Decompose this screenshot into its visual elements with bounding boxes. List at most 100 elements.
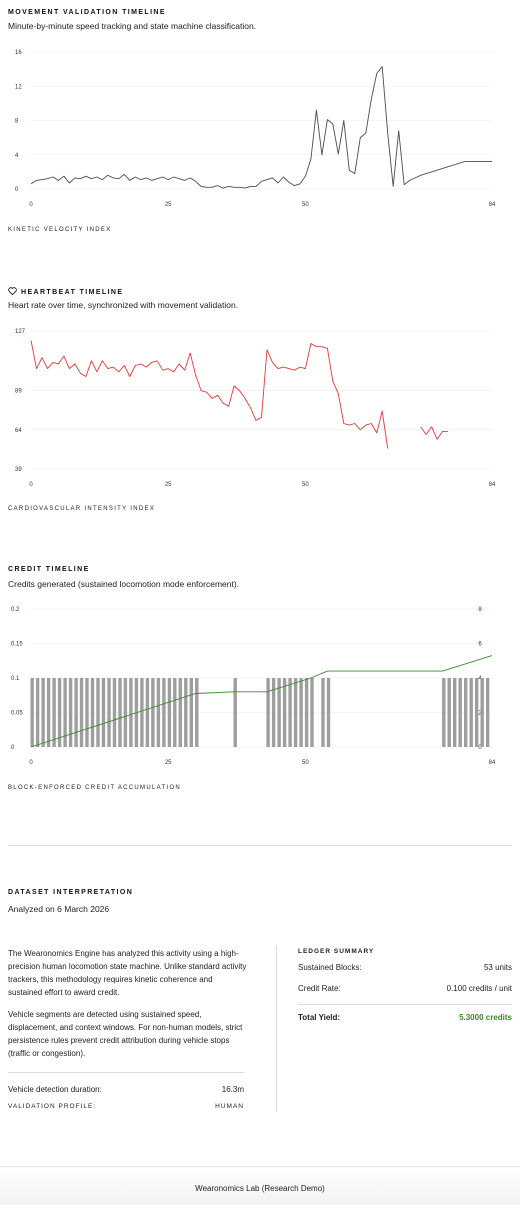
credit-bar — [118, 678, 122, 747]
cumulative-credit-line — [30, 655, 493, 748]
credit-bar — [293, 678, 298, 747]
credit-bar — [167, 678, 172, 747]
y-tick-label: 39 — [15, 467, 22, 473]
credit-bar — [173, 678, 177, 747]
x-tick-label: 50 — [302, 202, 309, 208]
ledger-divider — [298, 1004, 512, 1005]
credit-chart: 0 0.05 0.1 0.15 0.2 0 2 4 6 8 0 25 50 84 — [11, 607, 496, 766]
credit-bar — [458, 678, 462, 747]
credit-bar — [266, 678, 270, 747]
x-tick-label: 50 — [302, 760, 309, 766]
credit-bar — [195, 678, 199, 747]
series-line — [30, 66, 492, 189]
credit-bar — [112, 678, 117, 747]
credit-bar — [41, 678, 45, 747]
credit-bar — [442, 678, 446, 747]
credit-bar — [189, 678, 193, 747]
heartbeat-chart: 39 64 89 127 0 25 50 84 — [15, 329, 496, 488]
movement-title: MOVEMENT VALIDATION TIMELINE — [8, 9, 166, 16]
footer: Wearonomics Lab (Research Demo) — [0, 1166, 520, 1205]
credit-bar — [447, 678, 451, 747]
heartbeat-subtitle: Heart rate over time, synchronized with … — [8, 300, 239, 310]
y-tick-label: 12 — [15, 84, 22, 90]
validation-profile-value: HUMAN — [215, 1103, 244, 1110]
vehicle-detection-label: Vehicle detection duration: — [8, 1085, 102, 1094]
x-tick-label: 25 — [165, 760, 172, 766]
credit-bar — [101, 678, 106, 747]
credit-bar — [35, 678, 40, 747]
credit-bar — [288, 678, 292, 747]
interpretation-divider — [8, 1072, 244, 1073]
credit-bar — [271, 678, 276, 747]
credit-bar — [184, 678, 188, 747]
x-tick-label: 25 — [165, 202, 172, 208]
credit-bar — [129, 678, 133, 747]
x-tick-label: 84 — [489, 760, 496, 766]
credit-bar — [123, 678, 128, 747]
credit-bar — [68, 678, 73, 747]
credit-bar — [79, 678, 84, 747]
validation-profile-label: VALIDATION PROFILE: — [8, 1103, 97, 1110]
vehicle-detection-value: 16.3m — [221, 1085, 244, 1094]
credit-bar — [140, 678, 144, 747]
vertical-divider — [276, 945, 277, 1112]
y-tick-label: 64 — [15, 428, 22, 434]
x-tick-label: 84 — [489, 482, 496, 488]
x-tick-label: 50 — [302, 482, 309, 488]
movement-chart: 0 4 8 12 16 0 25 50 84 — [15, 50, 496, 208]
credit-bar — [30, 678, 34, 747]
credit-subtitle: Credits generated (sustained locomotion … — [8, 579, 240, 589]
movement-subtitle: Minute-by-minute speed tracking and stat… — [8, 21, 257, 31]
credit-bar — [107, 678, 111, 747]
credit-bar — [74, 678, 78, 747]
credit-bar — [156, 678, 161, 747]
interpretation-title: DATASET INTERPRETATION — [8, 889, 134, 896]
series-line — [30, 340, 389, 449]
y-right-tick-label: 2 — [478, 711, 482, 717]
credit-bar — [46, 678, 51, 747]
credit-bar — [453, 678, 457, 747]
analyzed-date: Analyzed on 6 March 2026 — [8, 904, 110, 914]
y-tick-label: 16 — [15, 50, 22, 56]
y-right-tick-label: 8 — [478, 607, 482, 613]
y-tick-label: 8 — [15, 119, 19, 125]
credit-bar — [464, 678, 468, 747]
sustained-blocks-value: 53 units — [483, 963, 512, 972]
credit-bar — [90, 678, 95, 747]
credit-bar — [57, 678, 62, 747]
y-right-tick-label: 6 — [478, 642, 482, 648]
x-tick-label: 0 — [29, 760, 33, 766]
x-tick-label: 0 — [29, 482, 33, 488]
y-tick-label: 0 — [15, 187, 19, 193]
interpretation-paragraph-2: Vehicle segments are detected using sust… — [8, 1010, 243, 1058]
credit-bar — [480, 678, 484, 747]
credit-bar — [486, 678, 490, 747]
ledger-title: LEDGER SUMMARY — [298, 948, 375, 955]
total-yield-label: Total Yield: — [298, 1013, 341, 1022]
credit-title: CREDIT TIMELINE — [8, 566, 90, 573]
credit-bar — [151, 678, 155, 747]
y-right-tick-label: 4 — [478, 676, 482, 682]
credit-index-label: BLOCK-ENFORCED CREDIT ACCUMULATION — [8, 785, 181, 791]
credit-bar — [233, 678, 237, 747]
y-left-tick-label: 0.05 — [11, 711, 23, 717]
y-tick-label: 4 — [15, 153, 19, 159]
total-yield-value: 5.3000 credits — [459, 1013, 512, 1022]
y-tick-label: 89 — [15, 389, 22, 395]
y-left-tick-label: 0.1 — [11, 676, 20, 682]
credit-bar — [321, 678, 325, 747]
heartbeat-title-row: HEARTBEAT TIMELINE — [8, 287, 123, 297]
x-tick-label: 0 — [29, 202, 33, 208]
y-tick-label: 127 — [15, 329, 26, 335]
credit-bar — [469, 678, 473, 747]
credit-bar — [299, 678, 303, 747]
y-left-tick-label: 0 — [11, 745, 15, 751]
credit-bar — [96, 678, 100, 747]
credit-bar — [63, 678, 67, 747]
sustained-blocks-label: Sustained Blocks: — [298, 963, 362, 972]
x-tick-label: 84 — [489, 202, 496, 208]
y-left-tick-label: 0.15 — [11, 642, 23, 648]
credit-rate-value: 0.100 credits / unit — [446, 984, 512, 993]
credit-bar — [475, 678, 479, 747]
credit-bar — [326, 678, 331, 747]
